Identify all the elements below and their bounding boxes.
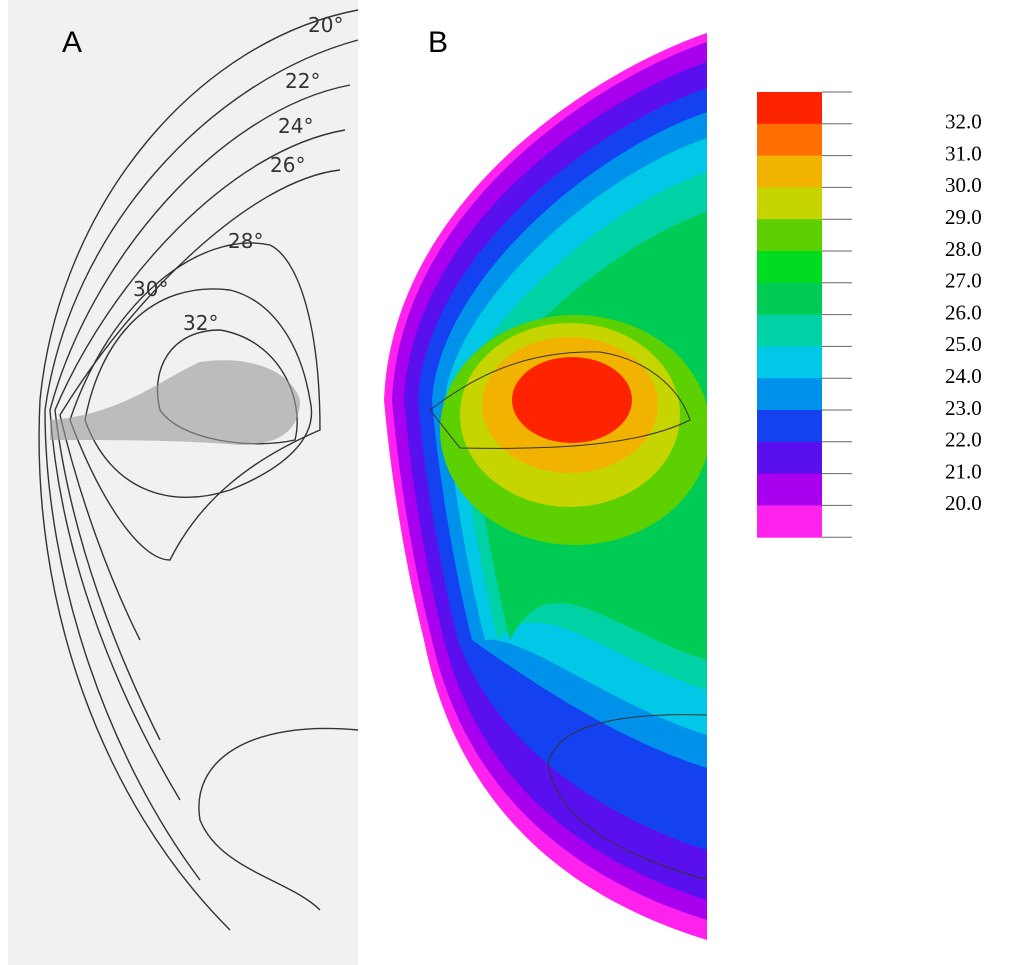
contour (84, 288, 313, 498)
colorbar: 32.0 31.0 30.0 29.0 28.0 27.0 26.0 25.0 24.0 23.0… (757, 91, 982, 538)
colorbar-label: 30.0 (945, 173, 982, 197)
panel-a: A (8, 0, 359, 965)
shaded-region (50, 360, 300, 445)
colorbar-label: 23.0 (945, 396, 982, 420)
contour-label: 30° (133, 277, 168, 301)
colorbar-label: 25.0 (945, 332, 982, 356)
contour (49, 84, 351, 801)
colorbar-label: 26.0 (945, 300, 982, 324)
contour (54, 129, 346, 741)
colorbar-swatch (757, 410, 822, 443)
contour (198, 727, 359, 911)
colorbar-swatch (757, 92, 822, 125)
colorbar-label: 31.0 (945, 141, 982, 165)
colorbar-swatch (757, 251, 822, 284)
temperature-band (512, 357, 632, 443)
panel-label: A (62, 26, 82, 59)
contour-label: 32° (183, 311, 218, 335)
contour (59, 169, 341, 641)
outline (429, 351, 691, 449)
outline (547, 714, 707, 881)
colorbar-label: 28.0 (945, 237, 982, 261)
contour-label: 28° (228, 229, 263, 253)
temperature-map (384, 33, 707, 940)
contour (38, 9, 359, 931)
colorbar-label: 22.0 (945, 428, 982, 452)
colorbar-label: 20.0 (945, 491, 982, 515)
colorbar-swatch (757, 346, 822, 379)
colorbar-swatch (757, 155, 822, 188)
colorbar-label: 24.0 (945, 364, 982, 388)
colorbar-label: 21.0 (945, 459, 982, 483)
colorbar-swatch (757, 219, 822, 252)
panel-a-background (8, 0, 358, 965)
panel-label: B (428, 26, 448, 59)
colorbar-swatch (757, 314, 822, 347)
colorbar-swatch (757, 505, 822, 538)
contour (44, 39, 359, 881)
colorbar-label: 29.0 (945, 205, 982, 229)
colorbar-label: 32.0 (945, 110, 982, 134)
colorbar-swatch (757, 378, 822, 411)
contour (69, 242, 321, 561)
colorbar-swatch (757, 282, 822, 316)
contour-label: 24° (278, 114, 313, 138)
colorbar-label: 27.0 (945, 269, 982, 293)
contour-label: 20° (308, 13, 343, 37)
colorbar-swatch (757, 123, 822, 157)
colorbar-swatch (757, 441, 822, 475)
colorbar-swatch (757, 187, 822, 220)
colorbar-swatch (757, 473, 822, 506)
contour-label: 26° (270, 153, 305, 177)
contour-label: 22° (285, 69, 320, 93)
